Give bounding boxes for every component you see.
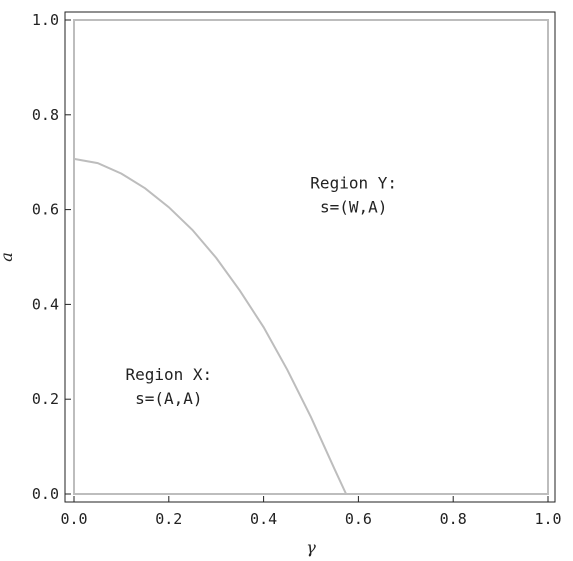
x-tick-label: 0.4: [250, 510, 277, 528]
x-tick-label: 0.6: [345, 510, 372, 528]
y-tick-label: 0.2: [32, 390, 59, 408]
x-axis-label: γ: [306, 538, 316, 557]
region-y-title: Region Y:: [310, 173, 397, 192]
x-tick-label: 0.2: [155, 510, 182, 528]
y-tick-label: 1.0: [32, 11, 59, 29]
region-x-strategy: s=(A,A): [135, 389, 202, 408]
x-tick-label: 1.0: [534, 510, 561, 528]
x-tick-label: 0.8: [440, 510, 467, 528]
y-tick-label: 0.4: [32, 295, 59, 313]
series-0-line: [73, 157, 348, 495]
x-axis-ticks: 0.0 0.2 0.4 0.6 0.8 1.0: [60, 496, 562, 528]
y-tick-label: 0.8: [32, 106, 59, 124]
y-tick-label: 0.6: [32, 201, 59, 219]
region-boundary-box: [73, 19, 549, 495]
y-axis-ticks: 0.0 0.2 0.4 0.6 0.8 1.0: [32, 11, 71, 503]
y-axis-label: a: [0, 252, 16, 262]
x-tick-label: 0.0: [60, 510, 87, 528]
region-x-title: Region X:: [125, 365, 212, 384]
plot-frame: [64, 11, 556, 503]
region-y-strategy: s=(W,A): [320, 197, 387, 216]
y-tick-label: 0.0: [32, 485, 59, 503]
